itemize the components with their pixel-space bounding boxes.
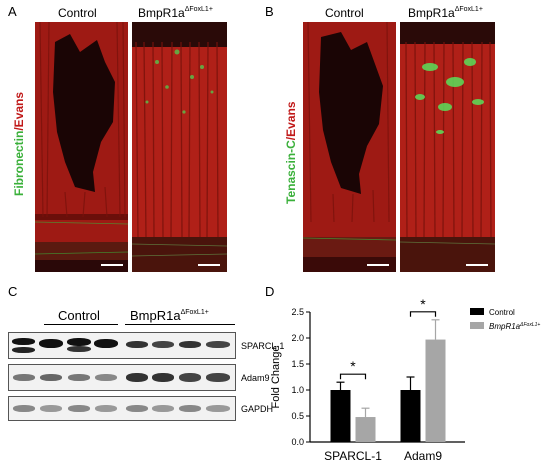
panel-b-letter: B xyxy=(265,4,274,19)
significance-bracket xyxy=(339,373,367,380)
significance-bracket xyxy=(409,311,437,317)
y-tick-label: 2.5 xyxy=(291,307,304,317)
bar-adam9-1 xyxy=(425,339,446,442)
y-tick-label: 0.5 xyxy=(291,411,304,421)
legend-label-1: BmpR1aΔFoxL1+ xyxy=(489,322,540,331)
y-tick-label: 0.0 xyxy=(291,437,304,447)
mutant-group-line xyxy=(125,324,235,325)
fold-change-chart: 0.0 0.5 1.0 1.5 2.0 2.5 Fold Change SPARCL-1 * A… xyxy=(270,296,540,463)
y-tick-label: 1.0 xyxy=(291,385,304,395)
legend-swatch-1 xyxy=(470,322,484,329)
scale-bar xyxy=(101,264,123,266)
control-group-line xyxy=(44,324,118,325)
panel-a-letter: A xyxy=(8,4,17,19)
panel-b-control-title: Control xyxy=(325,6,364,20)
y-tick-label: 2.0 xyxy=(291,333,304,343)
scale-bar xyxy=(367,264,389,266)
panel-a-control-title: Control xyxy=(58,6,97,20)
blot-mutant-label: BmpR1aΔFoxL1+ xyxy=(130,308,209,323)
panel-b-mutant-micrograph xyxy=(400,22,495,272)
significance-star: * xyxy=(350,358,356,374)
bar-adam9-0 xyxy=(400,390,421,442)
panel-a-mutant-title: BmpR1aΔFoxL1+ xyxy=(138,6,213,20)
scale-bar xyxy=(466,264,488,266)
bar-sparcl-1-0 xyxy=(330,390,351,442)
y-axis-label: Fold Change xyxy=(270,346,282,409)
chart-bars: SPARCL-1 * Adam9 * xyxy=(324,296,446,463)
blot-label-sparcl1: SPARCL-1 xyxy=(241,341,285,351)
panel-a-mutant-micrograph xyxy=(132,22,227,272)
panel-b-stain-label: Tenascin-C/Evans xyxy=(284,101,298,205)
blot-gapdh xyxy=(8,396,236,421)
y-tick-label: 1.5 xyxy=(291,359,304,369)
blot-sparcl1 xyxy=(8,332,236,359)
legend-swatch-0 xyxy=(470,308,484,315)
significance-star: * xyxy=(420,296,426,312)
chart-legend: Control BmpR1aΔFoxL1+ xyxy=(470,308,540,331)
x-tick-label: SPARCL-1 xyxy=(324,449,382,463)
blot-label-adam9: Adam9 xyxy=(241,373,270,383)
blot-label-gapdh: GAPDH xyxy=(241,404,274,414)
legend-label-0: Control xyxy=(489,308,515,317)
panel-d-letter: D xyxy=(265,284,275,299)
x-tick-label: Adam9 xyxy=(404,449,442,463)
panel-b-control-micrograph xyxy=(303,22,396,272)
panel-b-mutant-title: BmpR1aΔFoxL1+ xyxy=(408,6,483,20)
blot-adam9 xyxy=(8,364,236,391)
panel-a-stain-label: Fibronectin/Evans xyxy=(12,91,26,196)
panel-c-letter: C xyxy=(8,284,18,299)
bar-sparcl-1-1 xyxy=(355,417,376,442)
scale-bar xyxy=(198,264,220,266)
blot-control-label: Control xyxy=(58,308,100,323)
panel-a-control-micrograph xyxy=(35,22,128,272)
